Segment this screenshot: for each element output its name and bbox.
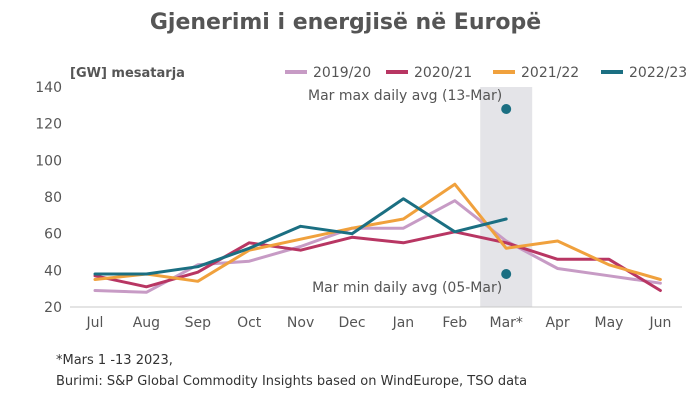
y-tick-label: 40 (44, 263, 62, 279)
legend: 2019/20 2020/21 2021/22 2022/23 (285, 65, 687, 81)
marker-point (501, 104, 512, 114)
x-tick-label: Jul (86, 315, 104, 331)
footnote-source: Burimi: S&P Global Commodity Insights ba… (56, 374, 528, 389)
legend-label: 2021/22 (521, 65, 579, 81)
x-tick-label: Dec (338, 315, 365, 331)
y-tick-label: 60 (44, 227, 62, 243)
x-tick-label: Aug (133, 315, 160, 331)
marker-point (501, 269, 512, 279)
x-tick-label: May (595, 315, 624, 331)
x-tick-label: Apr (545, 315, 569, 331)
marker-label: Mar min daily avg (05-Mar) (312, 280, 502, 296)
series-line-2020-21 (93, 230, 662, 292)
axis-layer: 20 40 60 80 100 120 140 Jul Aug Sep Oct Nov Dec Jan Fe… (35, 66, 682, 331)
chart-title: Gjenerimi i energjisë në Europë (149, 10, 542, 35)
series-line-2021-22 (93, 182, 662, 283)
x-tick-label: Nov (287, 315, 314, 331)
marker-layer: Mar max daily avg (13-Mar) Mar min daily … (308, 88, 512, 296)
legend-label: 2019/20 (313, 65, 371, 81)
y-tick-label: 100 (35, 153, 62, 169)
x-tick-label: Jun (648, 315, 671, 331)
y-tick-label: 80 (44, 190, 62, 206)
y-axis-label: [GW] mesatarja (70, 66, 185, 81)
series-layer (93, 182, 662, 294)
y-tick-label: 140 (35, 80, 62, 96)
x-tick-label: Jan (392, 315, 415, 331)
x-tick-label: Mar* (489, 315, 522, 331)
x-tick-label: Sep (185, 315, 212, 331)
y-tick-label: 120 (35, 117, 62, 133)
legend-label: 2020/21 (414, 65, 472, 81)
legend-label: 2022/23 (629, 65, 687, 81)
x-tick-label: Oct (237, 315, 262, 331)
marker-label: Mar max daily avg (13-Mar) (308, 88, 502, 104)
footnote-note: *Mars 1 -13 2023, (56, 353, 173, 368)
x-tick-label: Feb (442, 315, 467, 331)
y-tick-label: 20 (44, 300, 62, 316)
series-line-2022-23 (93, 197, 508, 276)
